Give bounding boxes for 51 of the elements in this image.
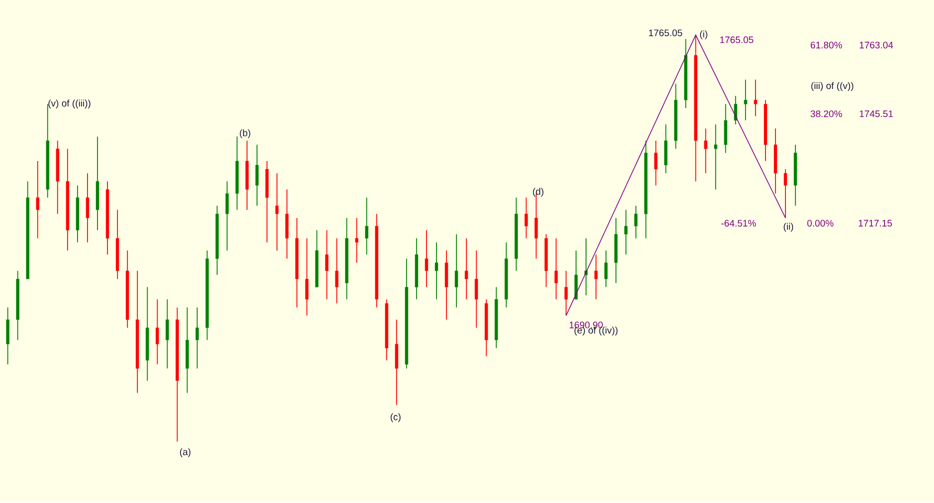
candlestick bbox=[434, 242, 438, 300]
annotation: (b) bbox=[240, 130, 250, 138]
candlestick bbox=[355, 218, 358, 264]
candlestick bbox=[255, 144, 259, 206]
text: 1717.15 bbox=[858, 220, 892, 227]
annotation: -64.51% bbox=[721, 220, 756, 227]
candlestick bbox=[335, 238, 338, 304]
candlestick bbox=[474, 250, 478, 328]
annotation: (i) bbox=[700, 30, 708, 40]
candlestick bbox=[554, 238, 558, 300]
text: 1763.04 bbox=[860, 42, 894, 49]
text: (iii) of ((v)) bbox=[811, 82, 854, 92]
candlestick bbox=[196, 307, 199, 370]
candlestick bbox=[744, 79, 748, 122]
candlestick bbox=[86, 173, 90, 244]
annotation: (ii) bbox=[784, 223, 794, 232]
candlestick bbox=[624, 210, 628, 256]
candlestick bbox=[464, 238, 468, 300]
annotation: 1690.90 bbox=[570, 322, 603, 329]
candlestick bbox=[424, 230, 428, 288]
candlestick bbox=[754, 79, 758, 117]
candlestick bbox=[584, 238, 588, 296]
candlestick bbox=[714, 124, 718, 190]
candlestick bbox=[524, 197, 528, 239]
annotation: (c) bbox=[390, 414, 401, 422]
text: 38.20% bbox=[810, 110, 842, 118]
candlestick bbox=[594, 254, 598, 300]
candlestick bbox=[734, 96, 738, 126]
candlestick bbox=[166, 299, 169, 370]
candlestick bbox=[365, 197, 368, 256]
candlestick bbox=[226, 181, 229, 252]
text: 61.80% bbox=[810, 42, 842, 49]
candlestick bbox=[564, 270, 568, 316]
candlestick bbox=[454, 234, 458, 308]
candlestick bbox=[654, 140, 658, 186]
candlestick bbox=[704, 128, 708, 174]
text: 0.00% bbox=[807, 220, 834, 227]
candlestick bbox=[156, 299, 159, 366]
annotation: (d) bbox=[532, 188, 544, 197]
candlestick bbox=[784, 168, 788, 219]
text: (a) bbox=[180, 448, 190, 458]
annotation: (v) of ((iii)) bbox=[48, 100, 90, 109]
candlestick bbox=[604, 250, 608, 288]
candlestick bbox=[634, 206, 638, 239]
text: 1745.51 bbox=[860, 110, 893, 118]
candlestick bbox=[325, 230, 328, 300]
candlestick bbox=[275, 173, 279, 252]
candlestick bbox=[305, 238, 308, 316]
candlestick bbox=[36, 160, 40, 239]
annotation: 1765.05 bbox=[720, 36, 754, 44]
annotation: 1765.05 bbox=[649, 30, 682, 36]
